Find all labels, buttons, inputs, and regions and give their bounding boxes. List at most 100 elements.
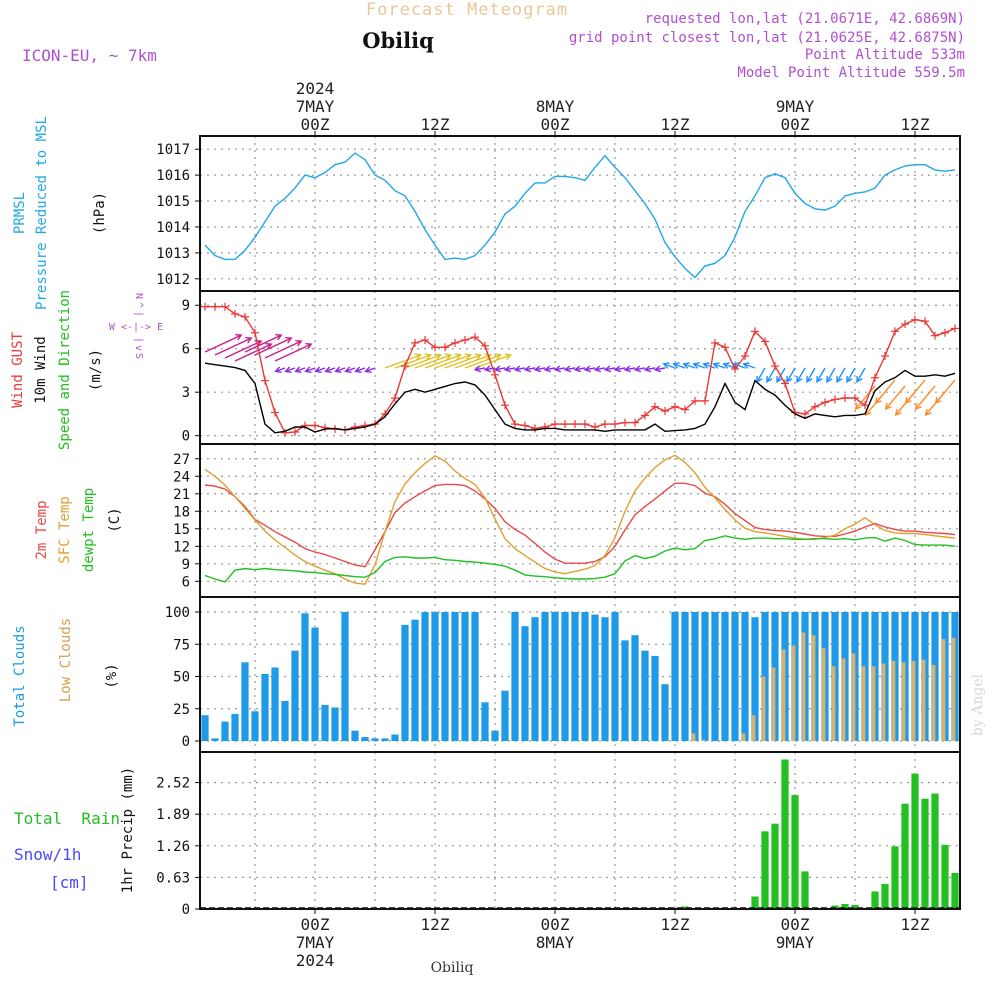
clouds-bar [301,613,309,741]
clouds-bar [701,612,709,741]
wind-arrow-shaft [315,367,326,373]
precip-bar [781,759,789,909]
clouds-bar [901,662,906,741]
wind-arrow-shaft [655,367,666,371]
wind-arrow-head [593,365,602,373]
gust-point [761,337,769,346]
gust-point [611,420,619,429]
clouds-bar [521,626,529,741]
gust-point [431,343,439,352]
wind-direction-arrow [776,367,786,384]
clouds-label-low: Low Clouds [58,618,74,702]
clouds-bar [361,737,369,741]
model-altitude: Model Point Altitude 559.5m [737,65,965,81]
top-time-label: 12Z [421,115,450,134]
wind-arrow-shaft [384,354,421,369]
wind-direction-arrow [806,367,816,384]
gust-point [351,422,359,431]
wind-direction-arrow [274,343,313,362]
gust-point [321,423,329,432]
pressure-ytick-label: 1016 [156,168,190,184]
wind-direction-arrow [324,366,336,374]
wind-direction-arrow [364,366,376,374]
pressure-side-labels: PRMSL Pressure Reduced to MSL (hPa) [12,116,108,310]
clouds-bar [691,612,699,741]
gust-point [261,376,269,385]
wind-direction-arrow [493,365,506,373]
gust-point [531,424,539,433]
wind-direction-arrow [766,367,776,384]
temp-label-dewpt: dewpt Temp [81,488,97,572]
wind-arrow-shaft [495,367,506,371]
clouds-bar [701,739,706,741]
clouds-bar [811,635,816,741]
wind-arrow-shaft [846,367,856,383]
clouds-bar [211,738,219,741]
gust-point [861,401,869,410]
gust-point [901,320,909,329]
wind-direction-arrow [563,365,576,373]
wind-arrow-shaft [345,367,356,373]
wind-unit: (m/s) [88,349,104,391]
gust-point [821,398,829,407]
gust-point [751,327,759,336]
clouds-bar [231,713,239,741]
wind-arrow-head [786,375,793,384]
clouds-bar [731,612,739,741]
point-altitude: Point Altitude 533m [805,47,965,63]
clouds-bar [251,711,259,741]
wind-arrow-head [702,362,710,369]
wind-arrow-shaft [786,367,796,383]
wind-label-gust: Wind GUST [10,332,26,408]
wind-arrow-shaft [905,379,926,404]
wind-direction-arrow [473,365,486,373]
wind-arrow-head [543,365,552,373]
precip-bar [921,798,929,909]
wind-arrow-shaft [856,367,866,383]
gust-point [951,324,959,333]
gust-point [541,422,549,431]
wind-arrow-head [424,353,433,360]
gust-point [691,396,699,405]
wind-arrow-head [285,337,293,344]
gust-point [641,411,649,420]
precip-bar [801,871,809,909]
gust-point [571,420,579,429]
wind-arrow-shaft [535,367,546,371]
clouds-bar [631,635,639,741]
clouds-bar [781,649,786,741]
wind-direction-arrow [334,366,346,374]
bottom-time-label: 8MAY [536,933,575,952]
precip-bar [771,823,779,909]
wind-arrow-shaft [935,379,956,404]
gust-point [491,370,499,379]
clouds-bar [221,721,229,741]
requested-coords: requested lon,lat (21.0671E, 42.6869N) [645,11,965,27]
gust-point [311,421,319,430]
wind-arrow-head [653,365,662,373]
wind-arrow-shaft [816,367,826,383]
gust-point [731,365,739,373]
wind-arrow-head [464,353,473,360]
wind-direction-arrow [672,362,686,369]
wind-direction-arrow [914,385,936,411]
wind-direction-arrow [274,366,286,374]
gust-point [721,343,729,352]
wind-arrow-shaft [525,367,536,371]
precip-bar [681,906,689,909]
gust-point [461,336,469,345]
wind-arrow-shaft [826,367,836,383]
precip-bar [931,793,939,909]
gust-point [221,302,229,311]
clouds-unit: (%) [104,663,120,688]
wind-arrow-head [603,365,612,373]
wind-arrow-head [265,343,273,350]
gust-point [921,317,929,326]
wind-arrow-head [806,375,813,384]
clouds-bar [491,730,499,741]
pressure-label-prmsl: PRMSL [12,192,28,234]
wind-arrow-shaft [414,354,451,369]
temp-unit: (C) [107,507,123,532]
gust-point [811,402,819,411]
bottom-time-label: 12Z [421,915,450,934]
